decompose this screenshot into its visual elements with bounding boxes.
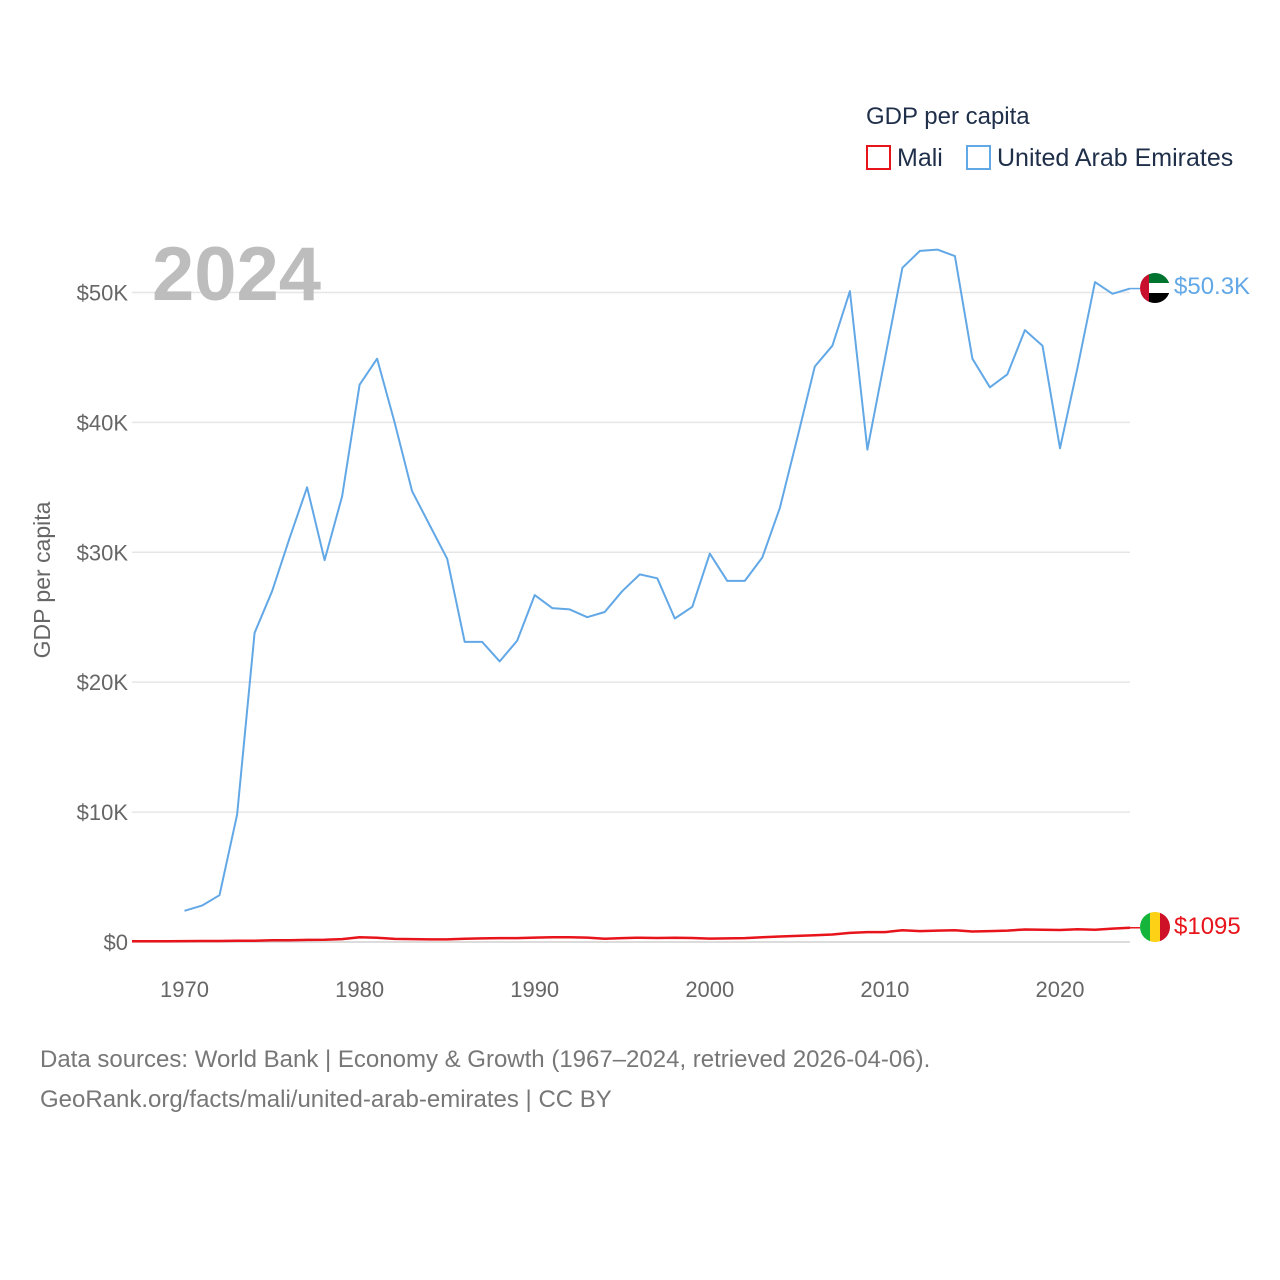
- y-axis-label: GDP per capita: [29, 501, 55, 658]
- x-tick-label: 2000: [685, 977, 734, 1002]
- mali-end-value-label: $1095: [1174, 913, 1241, 940]
- x-axis-ticks: 1970 1980 1990 2000 2010 2020: [160, 977, 1084, 1002]
- y-tick-label: $20K: [77, 670, 129, 695]
- uae-end-value-label: $50.3K: [1174, 273, 1250, 300]
- y-tick-label: $40K: [77, 410, 129, 435]
- legend-label-uae[interactable]: United Arab Emirates: [997, 144, 1233, 172]
- y-tick-label: $30K: [77, 540, 129, 565]
- legend: GDP per capita Mali United Arab Emirates: [866, 103, 1233, 172]
- x-tick-label: 2010: [860, 977, 909, 1002]
- y-tick-label: $0: [104, 930, 128, 955]
- series-line-mali[interactable]: [132, 926, 1131, 943]
- mali-flag-icon: [1140, 912, 1170, 942]
- series-lines: [132, 248, 1140, 943]
- legend-label-mali[interactable]: Mali: [897, 144, 943, 172]
- y-axis-ticks: $0 $10K $20K $30K $40K $50K: [77, 280, 129, 955]
- y-tick-label: $50K: [77, 280, 129, 305]
- gridlines: [132, 291, 1130, 943]
- x-tick-label: 2020: [1035, 977, 1084, 1002]
- year-label: 2024: [152, 232, 321, 317]
- series-line-uae[interactable]: [184, 248, 1131, 912]
- y-tick-label: $10K: [77, 800, 129, 825]
- legend-title: GDP per capita: [866, 103, 1030, 130]
- x-tick-label: 1980: [335, 977, 384, 1002]
- x-tick-label: 1970: [160, 977, 209, 1002]
- data-sources-text: Data sources: World Bank | Economy & Gro…: [40, 1046, 931, 1073]
- source-url-text: GeoRank.org/facts/mali/united-arab-emira…: [40, 1086, 612, 1113]
- legend-swatch-mali[interactable]: [866, 145, 891, 170]
- x-tick-label: 1990: [510, 977, 559, 1002]
- gdp-line-chart: $0 $10K $20K $30K $40K $50K 1970 1980 1990 2000 2…: [29, 103, 1250, 1002]
- uae-flag-icon: [1140, 273, 1170, 303]
- footer: Data sources: World Bank | Economy & Gro…: [40, 1040, 1240, 1120]
- legend-swatch-uae[interactable]: [966, 145, 991, 170]
